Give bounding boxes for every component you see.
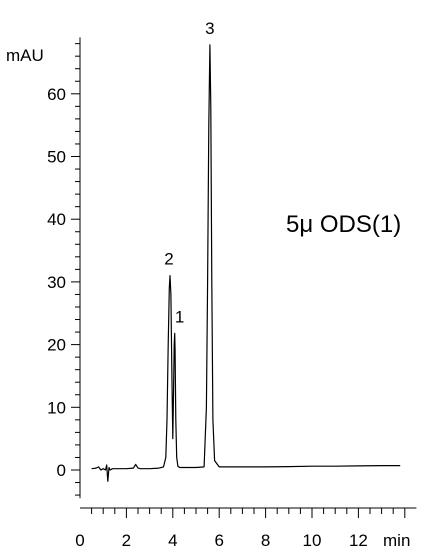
chart-annotation: 5μ ODS(1) — [286, 211, 401, 238]
x-tick-label: 4 — [168, 531, 177, 550]
x-tick-label: 10 — [303, 531, 322, 550]
chromatogram-trace — [91, 44, 401, 482]
y-tick-label: 30 — [47, 273, 66, 292]
x-axis-unit-label: min — [383, 531, 410, 550]
x-tick-label: 6 — [214, 531, 223, 550]
y-tick-label: 40 — [47, 210, 66, 229]
peak-label-3: 3 — [205, 19, 214, 38]
x-tick-label: 8 — [261, 531, 270, 550]
peak-label-2: 2 — [164, 250, 173, 269]
y-tick-label: 0 — [57, 461, 66, 480]
peak-label-1: 1 — [175, 307, 184, 326]
y-axis-unit-label: mAU — [6, 46, 44, 65]
x-tick-label: 12 — [349, 531, 368, 550]
y-tick-label: 20 — [47, 336, 66, 355]
labels-group: 2 1 3 — [164, 19, 214, 326]
x-tick-label: 2 — [122, 531, 131, 550]
y-tick-label: 60 — [47, 85, 66, 104]
x-tick-label: 0 — [75, 531, 84, 550]
y-tick-label: 50 — [47, 148, 66, 167]
y-tick-label: 10 — [47, 398, 66, 417]
trace-group — [91, 44, 401, 482]
